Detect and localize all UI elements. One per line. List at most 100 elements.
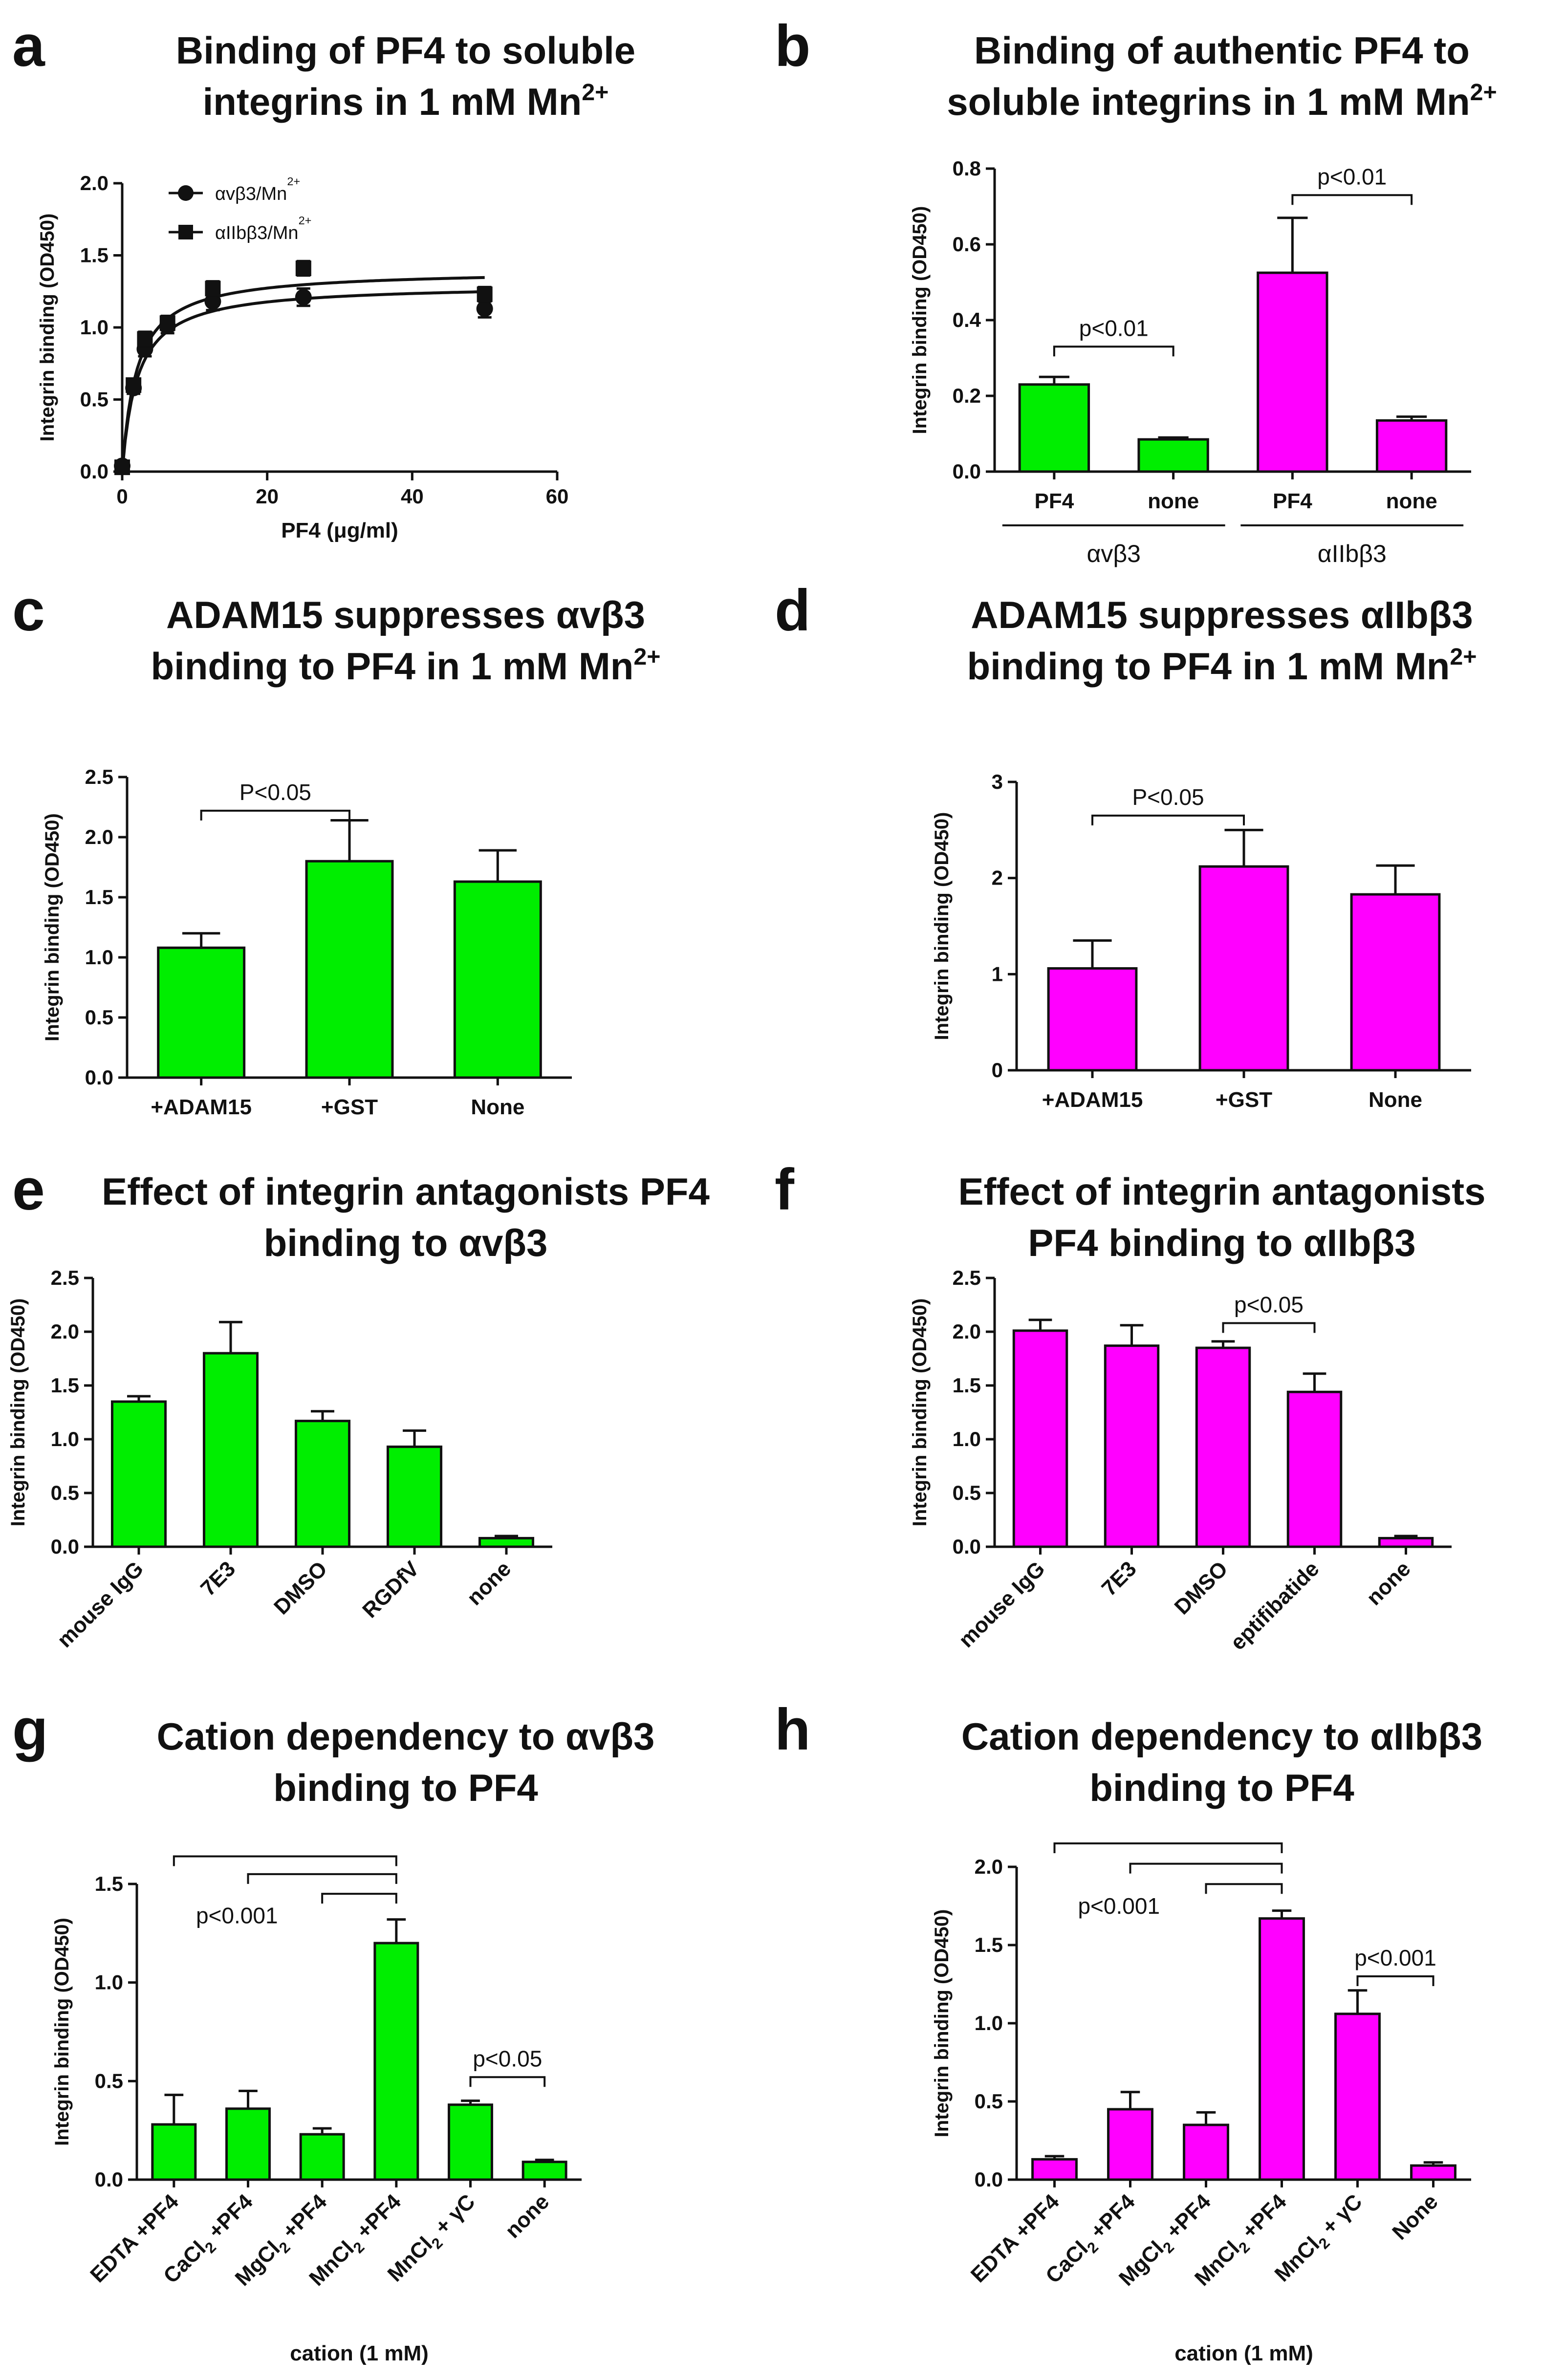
y-tick-label: 0.0 [975,2168,1003,2191]
panel-c-title-line-1: ADAM15 suppresses αvβ3 [166,593,645,636]
bar-mouse-igg [1012,1329,1068,1548]
category-label: +GST [1216,1088,1272,1112]
panel-g-title-line-2: binding to PF4 [273,1766,538,1809]
category-label: +ADAM15 [1042,1088,1143,1112]
bar-none [1375,419,1448,473]
y-tick-label: 1 [992,962,1003,985]
y-tick-label: 2.0 [51,1320,79,1343]
bar-cacl2-pf4 [225,2107,271,2181]
y-tick-label: 1.5 [51,1374,79,1397]
bar-none [478,1536,535,1548]
category-label: none [462,1557,516,1610]
bar-none [1350,893,1441,1072]
category-label: None [1369,1088,1422,1112]
panel-c-title-line-2: binding to PF4 in 1 mM Mn2+​ [151,644,660,688]
bar-mgcl2-pf4 [299,2133,345,2181]
significance-label: P<0.05 [1132,784,1204,810]
bar-none [1137,438,1209,473]
significance-bracket [173,1855,397,1866]
y-tick-label: 2.5 [51,1266,79,1289]
significance-bracket [1222,1322,1316,1333]
bar-7e3 [1104,1344,1160,1548]
significance-bracket [1091,814,1245,825]
x-tick-label: 40 [401,485,424,508]
y-tick-label: 0.5 [85,1006,113,1029]
category-label: none [500,2189,554,2243]
y-tick-label: 1.0 [80,316,109,339]
data-point [114,459,130,476]
category-label: none [1386,489,1437,513]
x-tick-label: 0 [116,485,128,508]
data-point [137,331,153,347]
panel-letter-h: h [775,1697,810,1762]
panel-a-title-line-1: Binding of PF4 to soluble [176,29,635,72]
bar-edta-pf4 [1031,2158,1078,2181]
bar--adam15 [1047,967,1138,1072]
bar-pf4 [1018,383,1090,473]
y-tick-label: 1.5 [85,886,113,909]
y-tick-label: 1.5 [953,1374,981,1397]
panel-e-title-line-1: Effect of integrin antagonists PF4 [102,1170,710,1213]
fit-curve [121,290,485,472]
y-axis-label: Integrin binding (OD450) [37,214,58,442]
category-label: none [1362,1557,1415,1610]
bar-none [1410,2164,1456,2181]
y-tick-label: 3 [992,770,1003,793]
data-point [477,286,493,303]
data-point [476,300,493,317]
significance-bracket [1291,194,1413,205]
significance-bracket [321,1893,397,1904]
significance-bracket [1205,1883,1283,1894]
category-label: None [471,1095,524,1119]
legend-label: αIIbβ3/Mn2+​ [215,214,311,243]
panel-e-title-line-2: binding to αvβ3 [264,1221,548,1264]
significance-label: p<0.05 [1234,1292,1304,1317]
significance-label: p<0.001 [196,1903,278,1928]
chart-c: 0.0 0.5 1.0 1.5 2.0 2.5 Integrin binding (OD45… [42,765,572,1119]
y-tick-label: 1.0 [95,1971,123,1994]
bar-mncl2-c [448,2103,493,2181]
chart-f: 0.0 0.5 1.0 1.5 2.0 2.5 Integrin binding (OD45… [909,1266,1452,1655]
y-tick-label: 1.5 [95,1872,123,1895]
significance-label: p<0.001 [1354,1945,1436,1970]
y-tick-label: 0 [992,1059,1003,1082]
significance-bracket [200,809,350,821]
y-tick-label: 0.0 [85,1066,113,1089]
chart-a: 0.0 0.5 1.0 1.5 2.0 Integrin binding (OD450) 0… [37,172,568,542]
chart-d: 0 1 2 3 Integrin binding (OD450) +ADAM15 +GST N… [931,770,1471,1112]
category-label: +ADAM15 [151,1095,252,1119]
panel-d-title-line-2: binding to PF4 in 1 mM Mn2+​ [967,644,1477,688]
y-tick-label: 1.5 [80,244,109,267]
panel-letter-c: c [12,578,45,643]
group-label: αvβ3 [1087,540,1141,567]
x-axis-label: PF4 (μg/ml) [281,519,398,542]
y-tick-label: 0.6 [953,233,981,256]
category-label: PF4 [1035,489,1074,513]
panel-f-title-line-2: PF4 binding to αIIbβ3 [1028,1221,1415,1264]
legend-label: αvβ3/Mn2+​ [215,175,300,204]
legend-marker [178,225,193,239]
significance-bracket [247,1873,397,1884]
category-label: PF4 [1273,489,1312,513]
significance-label: p<0.01 [1079,315,1149,341]
bar-mncl2-c [1334,2012,1381,2181]
bar-dmso [1195,1346,1251,1548]
category-label: 7E3 [196,1557,240,1601]
y-tick-label: 0.8 [953,157,981,180]
category-label: mouse IgG [954,1557,1049,1652]
bar-7e3 [202,1352,259,1548]
bar-mncl2-pf4 [1259,1917,1305,2181]
y-axis-label: Integrin binding (OD450) [909,206,931,434]
y-tick-label: 2.0 [975,1855,1003,1878]
category-label: DMSO [1170,1557,1233,1619]
y-tick-label: 0.0 [953,460,981,483]
category-label: 7E3 [1097,1557,1141,1601]
x-tick-label: 20 [256,485,279,508]
panel-letter-b: b [775,13,810,79]
y-tick-label: 0.0 [95,2168,123,2191]
x-axis-label: cation (1 mM) [1174,2341,1313,2365]
significance-label: p<0.05 [473,2046,542,2071]
category-label: None [1388,2189,1442,2244]
